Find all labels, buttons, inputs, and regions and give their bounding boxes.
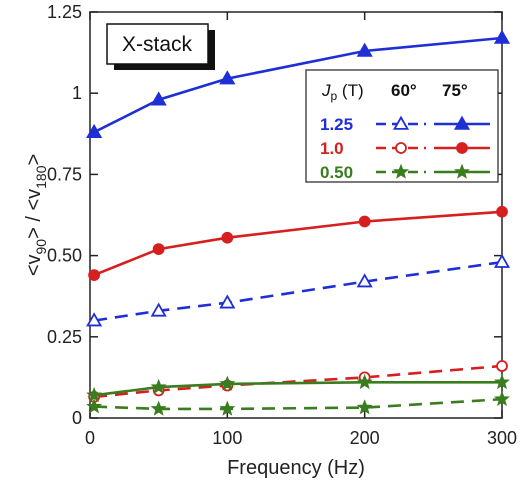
legend-marker-60 — [393, 163, 409, 179]
legend-rows: 1.25 1.0 0.50 — [320, 115, 490, 182]
y-tick-label: 0.75 — [47, 164, 82, 184]
chart-title: X-stack — [122, 33, 193, 56]
legend-angle-60: 60° — [391, 81, 417, 100]
x-tick-label: 300 — [487, 428, 517, 448]
y-tick-label: 0.25 — [47, 327, 82, 347]
x-axis-title: Frequency (Hz) — [227, 457, 365, 479]
data-point-triangle — [150, 91, 167, 106]
data-point-triangle — [86, 312, 103, 327]
legend-row-label: 0.50 — [320, 163, 353, 182]
legend-header-unit: (T) — [337, 81, 363, 100]
series-line-jp1_0-75 — [93, 210, 503, 277]
y-axis-title-end: > — [23, 154, 45, 166]
legend-row-label: 1.0 — [320, 139, 344, 158]
title-box-frame — [106, 23, 209, 65]
data-point-triangle — [356, 42, 373, 57]
data-point-star — [356, 373, 373, 390]
legend-marker-60 — [395, 142, 407, 154]
data-point-star — [150, 378, 167, 394]
data-point-triangle — [86, 123, 103, 138]
legend-marker-60 — [392, 115, 410, 130]
x-tick-label: 0 — [85, 428, 95, 448]
data-point-star — [219, 400, 236, 416]
axis-ticks: 0 100 200 300 0 0.25 0.50 0.75 1 1.25 — [47, 2, 517, 448]
x-tick-label: 100 — [212, 428, 242, 448]
data-point-circle — [496, 360, 508, 372]
data-point-star — [494, 373, 510, 390]
data-point-star — [150, 400, 167, 416]
data-point-circle — [221, 231, 234, 244]
y-tick-label: 1 — [72, 83, 82, 103]
y-tick-label: 0 — [72, 408, 82, 428]
legend-header: Jp (T) — [321, 81, 364, 103]
y-tick-label: 1.25 — [47, 2, 82, 22]
legend: Jp (T) 60° 75° 1.25 1.0 0.50 — [305, 69, 499, 183]
legend-header-sub: p — [331, 89, 338, 103]
data-point-star — [219, 375, 236, 391]
data-point-circle — [88, 269, 101, 281]
data-point-triangle — [356, 273, 373, 288]
data-point-triangle — [493, 253, 511, 268]
legend-marker-75 — [454, 163, 470, 179]
y-axis-title: <v90> / <v180> — [23, 154, 49, 276]
data-point-star — [356, 399, 373, 415]
data-point-triangle — [219, 294, 236, 309]
data-point-triangle — [493, 29, 511, 44]
y-tick-label: 0.50 — [47, 246, 82, 266]
legend-angle-75: 75° — [442, 81, 468, 100]
legend-marker-75 — [453, 115, 471, 130]
data-point-star — [494, 390, 510, 406]
data-point-circle — [358, 215, 371, 228]
data-point-circle — [496, 205, 508, 218]
data-point-triangle — [150, 302, 167, 317]
data-point-star — [86, 398, 103, 414]
x-tick-label: 200 — [350, 428, 380, 448]
y-axis-title-sub1: 90 — [33, 239, 49, 255]
legend-row-label: 1.25 — [320, 115, 353, 134]
y-axis-title-sub2: 180 — [33, 165, 49, 189]
data-point-triangle — [219, 70, 236, 85]
y-axis-title-main: <v — [23, 254, 45, 276]
legend-marker-75 — [456, 142, 468, 154]
legend-header-symbol: J — [321, 81, 331, 100]
series-group — [86, 29, 511, 416]
title-box: X-stack — [106, 23, 215, 70]
y-axis-title-mid: > / <v — [23, 189, 45, 239]
data-point-circle — [152, 243, 165, 256]
